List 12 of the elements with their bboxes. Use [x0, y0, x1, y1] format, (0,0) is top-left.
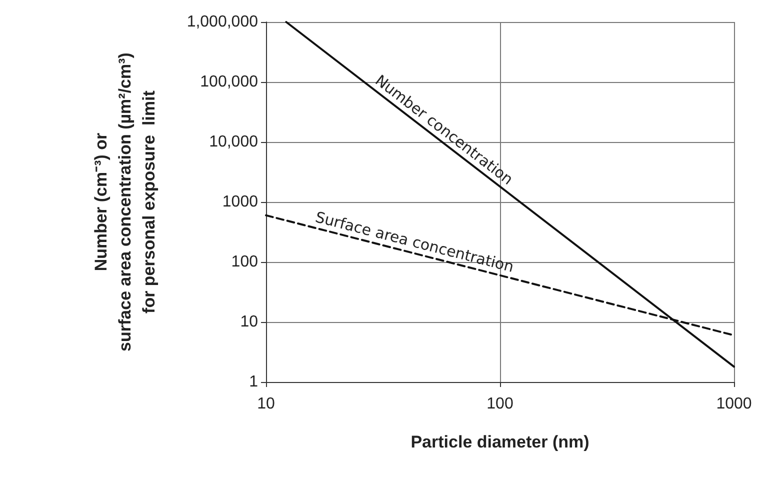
x-tick-label: 100 [486, 396, 514, 412]
y-tick-label: 10 [240, 314, 258, 330]
x-axis-title: Particle diameter (nm) [410, 432, 590, 452]
y-tick-label: 100,000 [200, 74, 258, 90]
y-tick-label: 1,000,000 [186, 14, 258, 30]
y-tick-label: 1000 [222, 194, 258, 210]
y-tick-label: 1 [249, 374, 258, 390]
x-tick-label: 10 [257, 396, 275, 412]
y-axis-title: Number (cm⁻³) or surface area concentration (µm²/cm³) for personal exposure limit [92, 52, 158, 352]
x-tick-label: 1000 [716, 396, 752, 412]
y-tick-label: 100 [231, 254, 258, 270]
y-tick-label: 10,000 [209, 134, 258, 150]
